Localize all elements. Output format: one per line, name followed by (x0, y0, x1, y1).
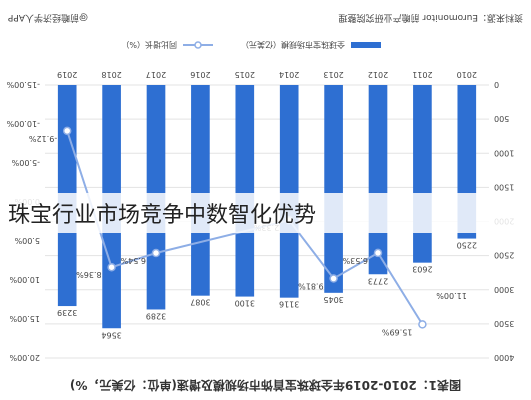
bar (324, 85, 343, 293)
y-right-tick-label: -5.00% (11, 158, 40, 167)
y-left-tick-label: 4000 (494, 353, 514, 362)
app-watermark-text: @前瞻经济学人APP (8, 12, 89, 22)
x-tick-label: 2010 (457, 70, 477, 79)
growth-point (329, 274, 338, 283)
x-tick-label: 2013 (323, 70, 343, 79)
source-note: 资料来源：Euromonitor 前瞻产业研究院整理 (338, 12, 523, 22)
y-right-tick-label: 5.00% (14, 236, 40, 245)
y-left-tick-label: 500 (494, 114, 509, 123)
legend-line-marker (194, 41, 202, 49)
growth-data-label: 9.81% (298, 282, 324, 291)
y-left-tick-label: 2500 (494, 251, 514, 260)
growth-data-label: 11.00% (436, 291, 467, 300)
overlay-banner-text: 珠宝行业市场竞争中数智化优势 (8, 203, 317, 228)
y-left-tick-label: 3000 (494, 285, 514, 294)
bar-data-label: 3239 (57, 308, 77, 317)
y-right-tick-label: 20.00% (9, 353, 40, 362)
y-right-tick-label: -10.00% (6, 119, 40, 128)
x-tick-label: 2016 (190, 70, 210, 79)
x-tick-label: 2015 (235, 70, 255, 79)
y-left-tick-label: 3500 (494, 319, 514, 328)
bar-data-label: 3100 (235, 299, 255, 308)
growth-data-label: -9.12% (29, 134, 58, 143)
bar (368, 85, 388, 275)
legend-line-label: 同比增长（%） (121, 40, 177, 50)
growth-data-label: 15.69% (381, 327, 412, 336)
bar-data-label: 3045 (323, 295, 343, 304)
growth-data-label: 6.54% (120, 256, 146, 265)
x-tick-label: 2012 (368, 70, 388, 79)
overlay-banner (0, 193, 531, 233)
growth-point (107, 262, 116, 272)
x-tick-label: 2019 (57, 70, 77, 79)
bar-data-label: 2250 (457, 241, 477, 250)
y-left-tick-label: 1000 (494, 148, 514, 157)
y-right-tick-label: -15.00% (6, 80, 40, 89)
x-tick-label: 2014 (279, 70, 299, 79)
y-left-tick-label: 1500 (494, 182, 514, 191)
growth-data-label: 8.36% (76, 270, 102, 279)
bar (279, 85, 299, 298)
y-right-tick-label: 15.00% (9, 314, 40, 323)
growth-point (151, 248, 161, 258)
bar-data-label: 3087 (190, 298, 210, 307)
bar-data-label: 2603 (412, 265, 432, 274)
y-right-tick-label: 10.00% (9, 275, 40, 284)
bar-data-label: 2773 (368, 276, 388, 285)
growth-data-label: 6.53% (342, 256, 368, 265)
x-tick-label: 2018 (101, 70, 121, 79)
x-tick-label: 2011 (412, 70, 432, 79)
bar (413, 85, 432, 263)
legend-bar-label: 全球珠宝市场规模（亿美元） (241, 40, 345, 50)
growth-point (62, 126, 72, 136)
y-left-tick-label: 0 (494, 80, 499, 89)
bar-data-label: 3116 (279, 300, 299, 309)
growth-point (373, 248, 383, 258)
growth-point (418, 320, 427, 329)
bar (235, 85, 255, 297)
bar-data-label: 3289 (146, 311, 166, 320)
bar (191, 85, 210, 296)
legend-bar-swatch (351, 42, 381, 48)
bar-data-label: 3564 (101, 330, 121, 339)
x-tick-label: 2017 (146, 70, 166, 79)
